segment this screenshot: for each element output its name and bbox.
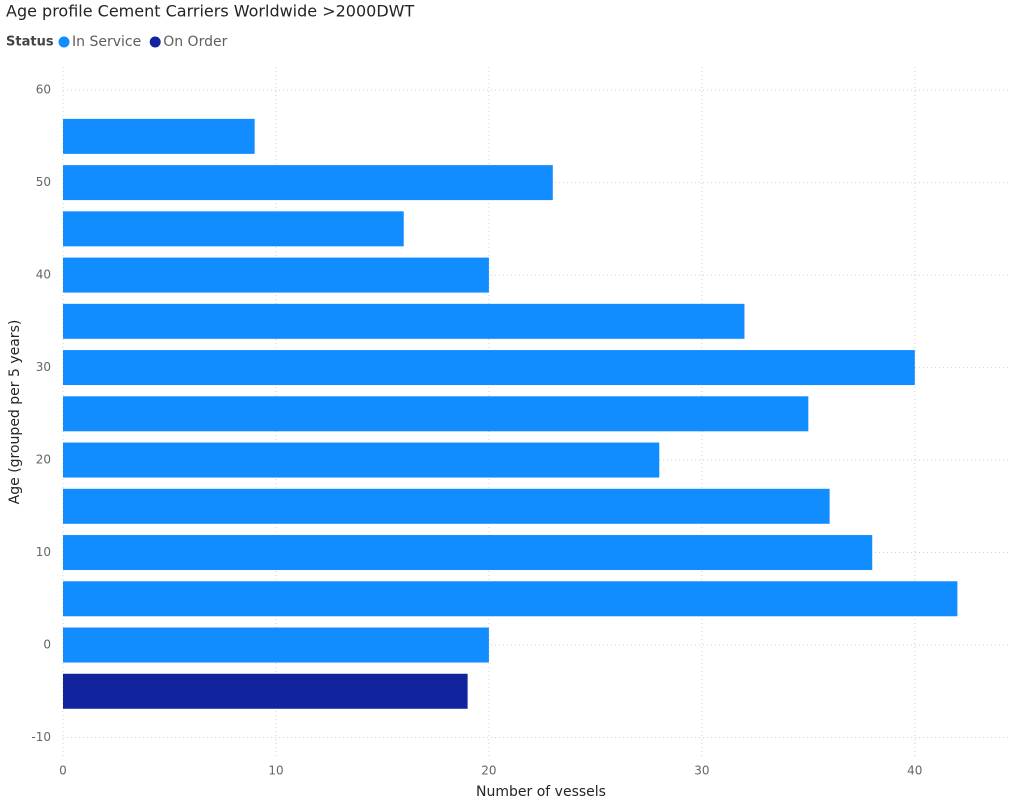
bar (63, 535, 873, 571)
bar (63, 488, 830, 524)
y-tick-label: 10 (36, 545, 51, 559)
y-tick-label: 30 (36, 360, 51, 374)
y-tick-label: -10 (31, 730, 51, 744)
legend-label: In Service (72, 34, 141, 50)
y-tick-label: 20 (36, 453, 51, 467)
x-tick-label: 30 (694, 764, 709, 778)
x-tick-label: 40 (907, 764, 922, 778)
bar (63, 627, 489, 663)
legend-label: On Order (163, 34, 227, 50)
bar (63, 581, 958, 617)
y-axis-title: Age (grouped per 5 years) (7, 320, 23, 505)
bar (63, 303, 745, 339)
legend-title: Status (6, 35, 54, 50)
x-tick-label: 20 (481, 764, 496, 778)
y-tick-label: 40 (36, 268, 51, 282)
bar (63, 673, 468, 709)
bar (63, 165, 553, 201)
y-tick-label: 60 (36, 83, 51, 97)
x-tick-label: 0 (59, 764, 67, 778)
x-axis-title: Number of vessels (476, 784, 606, 800)
legend-swatch (149, 36, 161, 48)
bar (63, 211, 404, 247)
legend-swatch (58, 36, 70, 48)
bar (63, 442, 660, 478)
y-tick-label: 0 (43, 638, 51, 652)
bar (63, 257, 489, 293)
y-tick-label: 50 (36, 175, 51, 189)
bar (63, 350, 915, 386)
bar (63, 118, 255, 154)
chart-title: Age profile Cement Carriers Worldwide >2… (6, 2, 414, 21)
x-tick-label: 10 (268, 764, 283, 778)
bar (63, 396, 809, 432)
